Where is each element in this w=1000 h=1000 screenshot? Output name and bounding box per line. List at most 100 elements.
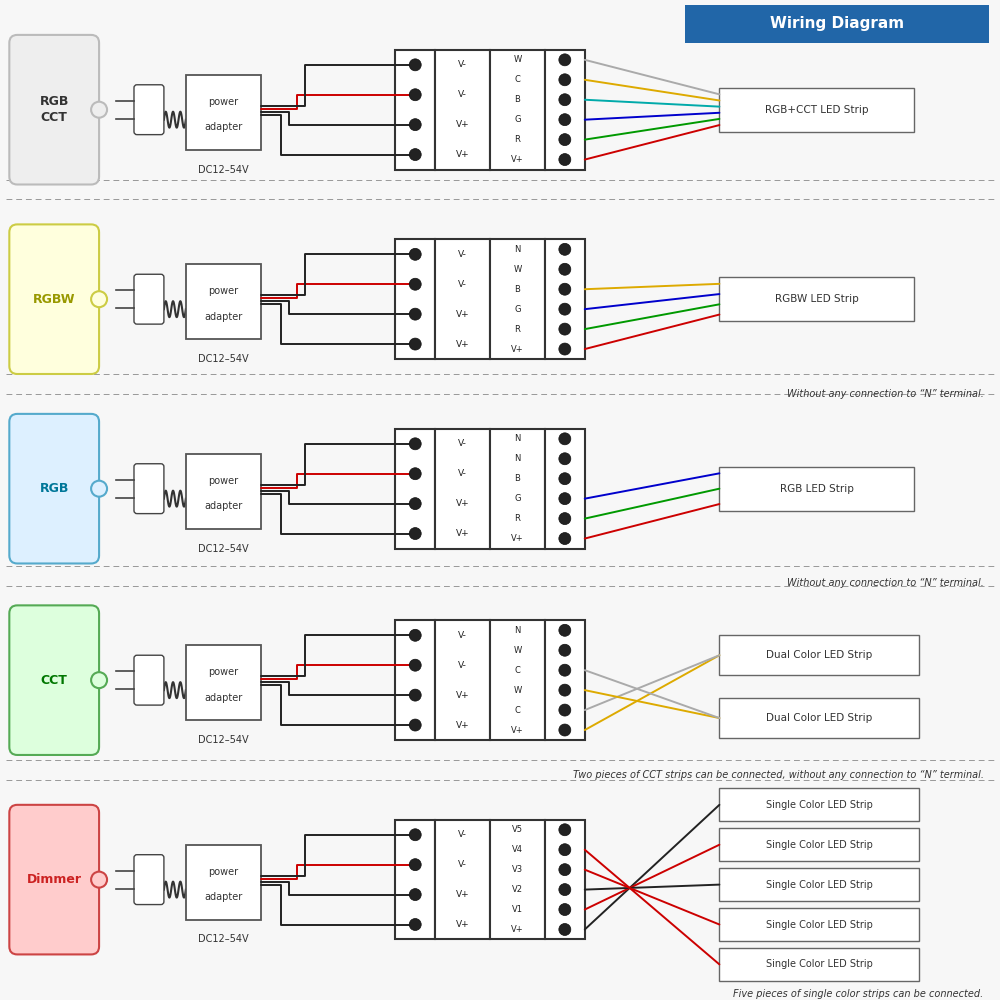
FancyBboxPatch shape: [9, 35, 99, 185]
FancyBboxPatch shape: [9, 805, 99, 954]
Text: R: R: [515, 514, 520, 523]
Bar: [719, 88, 914, 132]
Bar: [545, 429, 585, 549]
Text: V4: V4: [512, 845, 523, 854]
Text: C: C: [515, 666, 520, 675]
Circle shape: [409, 659, 421, 671]
Circle shape: [559, 323, 571, 335]
FancyBboxPatch shape: [9, 414, 99, 563]
Bar: [435, 429, 490, 549]
Circle shape: [559, 624, 571, 636]
Text: adapter: adapter: [204, 501, 242, 511]
Bar: [186, 75, 261, 150]
Text: RGB: RGB: [40, 482, 69, 495]
FancyBboxPatch shape: [134, 464, 164, 514]
Circle shape: [409, 438, 421, 450]
Circle shape: [559, 513, 571, 525]
Circle shape: [409, 889, 421, 901]
Circle shape: [559, 283, 571, 295]
Text: V+: V+: [456, 310, 469, 319]
Text: Without any connection to “N” terminal.: Without any connection to “N” terminal.: [787, 578, 984, 588]
Bar: [490, 429, 545, 549]
Circle shape: [409, 829, 421, 841]
FancyBboxPatch shape: [9, 224, 99, 374]
Text: C: C: [515, 75, 520, 84]
Text: V-: V-: [458, 60, 467, 69]
Text: Single Color LED Strip: Single Color LED Strip: [766, 920, 873, 930]
Text: V-: V-: [458, 250, 467, 259]
Bar: [490, 50, 545, 170]
Circle shape: [409, 629, 421, 641]
Text: V5: V5: [512, 825, 523, 834]
Circle shape: [409, 689, 421, 701]
Text: RGB+CCT LED Strip: RGB+CCT LED Strip: [765, 105, 868, 115]
Circle shape: [559, 433, 571, 445]
Circle shape: [559, 54, 571, 66]
Circle shape: [409, 719, 421, 731]
Circle shape: [409, 498, 421, 510]
Circle shape: [559, 303, 571, 315]
Circle shape: [409, 308, 421, 320]
Text: V-: V-: [458, 90, 467, 99]
Text: N: N: [514, 434, 521, 443]
Text: G: G: [514, 115, 521, 124]
Text: RGB LED Strip: RGB LED Strip: [780, 484, 854, 494]
Circle shape: [559, 473, 571, 485]
Circle shape: [559, 114, 571, 126]
Text: Single Color LED Strip: Single Color LED Strip: [766, 959, 873, 969]
Text: V1: V1: [512, 905, 523, 914]
Text: V+: V+: [456, 691, 469, 700]
Bar: [545, 50, 585, 170]
Text: power: power: [208, 667, 238, 677]
Circle shape: [559, 664, 571, 676]
Text: RGBW LED Strip: RGBW LED Strip: [775, 294, 859, 304]
Text: V+: V+: [456, 529, 469, 538]
Bar: [719, 868, 919, 901]
Text: R: R: [515, 325, 520, 334]
Bar: [545, 820, 585, 939]
Text: N: N: [514, 245, 521, 254]
Circle shape: [559, 343, 571, 355]
Bar: [435, 820, 490, 939]
Circle shape: [409, 468, 421, 480]
Text: B: B: [515, 285, 520, 294]
Circle shape: [559, 74, 571, 86]
Text: N: N: [514, 626, 521, 635]
Circle shape: [559, 884, 571, 896]
Bar: [395, 620, 435, 740]
Circle shape: [91, 102, 107, 118]
Bar: [435, 50, 490, 170]
Text: V-: V-: [458, 860, 467, 869]
Text: Single Color LED Strip: Single Color LED Strip: [766, 840, 873, 850]
Text: power: power: [208, 867, 238, 877]
Text: Wiring Diagram: Wiring Diagram: [770, 16, 904, 31]
Text: adapter: adapter: [204, 122, 242, 132]
Circle shape: [559, 644, 571, 656]
Text: CCT: CCT: [41, 674, 68, 687]
Text: V-: V-: [458, 631, 467, 640]
Circle shape: [559, 724, 571, 736]
Bar: [719, 828, 919, 861]
Circle shape: [559, 533, 571, 545]
Text: V+: V+: [511, 534, 524, 543]
Text: DC12–54V: DC12–54V: [198, 354, 249, 364]
Text: DC12–54V: DC12–54V: [198, 735, 249, 745]
Text: V+: V+: [456, 920, 469, 929]
Circle shape: [559, 263, 571, 275]
Text: V2: V2: [512, 885, 523, 894]
Text: adapter: adapter: [204, 892, 242, 902]
Bar: [490, 239, 545, 359]
FancyBboxPatch shape: [134, 274, 164, 324]
Circle shape: [559, 154, 571, 166]
Text: W: W: [513, 265, 522, 274]
Text: V-: V-: [458, 661, 467, 670]
Text: DC12–54V: DC12–54V: [198, 544, 249, 554]
Bar: [685, 5, 989, 43]
Bar: [490, 820, 545, 939]
Text: V-: V-: [458, 830, 467, 839]
Text: V+: V+: [456, 120, 469, 129]
Bar: [545, 620, 585, 740]
Text: Two pieces of CCT strips can be connected, without any connection to “N” termina: Two pieces of CCT strips can be connecte…: [573, 770, 984, 780]
Text: adapter: adapter: [204, 312, 242, 322]
Bar: [435, 239, 490, 359]
